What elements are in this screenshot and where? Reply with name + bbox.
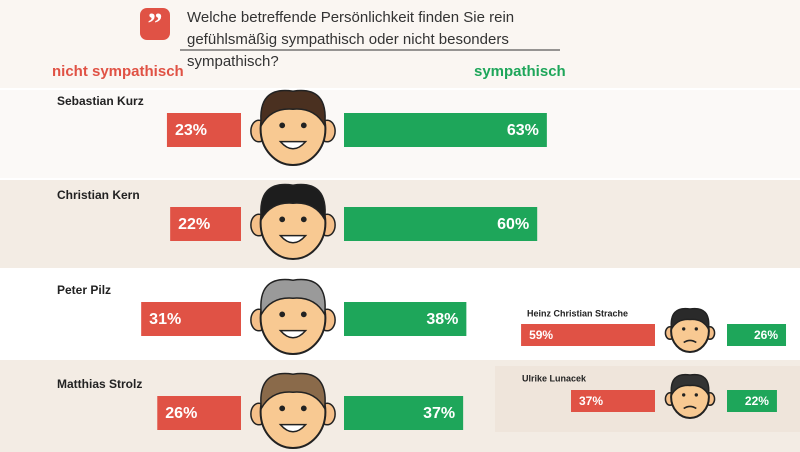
face-mouth xyxy=(278,234,308,244)
face-mouth xyxy=(683,405,697,410)
bar xyxy=(727,390,777,412)
face-eye xyxy=(300,405,307,412)
category-label: Sebastian Kurz xyxy=(57,94,144,108)
face-hair xyxy=(260,183,326,222)
bar xyxy=(344,207,538,241)
bar xyxy=(521,324,655,346)
face-hair xyxy=(670,307,710,332)
face-eye xyxy=(694,393,698,397)
category-label: Matthias Strolz xyxy=(57,377,142,391)
face-eye xyxy=(279,122,286,129)
bar xyxy=(157,396,241,430)
bar xyxy=(727,324,787,346)
value-label: 31% xyxy=(149,311,181,328)
value-label: 26% xyxy=(754,328,778,342)
face-eye xyxy=(300,122,307,129)
value-label: 23% xyxy=(175,122,207,139)
value-label: 60% xyxy=(497,216,529,233)
bar xyxy=(344,113,547,147)
value-label: 63% xyxy=(507,122,539,139)
value-label: 38% xyxy=(426,311,458,328)
bar xyxy=(571,390,655,412)
category-label: Christian Kern xyxy=(57,188,140,202)
value-label: 22% xyxy=(745,394,769,408)
face-eye xyxy=(300,311,307,318)
legend-label: sympathisch xyxy=(474,63,566,80)
legend-label: nicht sympathisch xyxy=(52,63,184,80)
value-label: 59% xyxy=(529,328,553,342)
face-hair xyxy=(260,372,326,411)
face-eye xyxy=(300,216,307,223)
value-label: 37% xyxy=(423,405,455,422)
face-hair xyxy=(260,278,326,317)
bar xyxy=(141,302,241,336)
bar xyxy=(170,207,241,241)
face-mouth xyxy=(278,140,308,150)
quote-icon xyxy=(140,8,170,40)
face-mouth xyxy=(683,339,697,344)
chart-title: Welche betreffende Persönlichkeit finden… xyxy=(187,9,515,70)
face-eye xyxy=(682,393,686,397)
face-hair xyxy=(260,89,326,128)
face-eye xyxy=(682,327,686,331)
bar xyxy=(344,302,467,336)
value-label: 22% xyxy=(178,216,210,233)
category-label: Peter Pilz xyxy=(57,283,111,297)
bar xyxy=(166,113,241,147)
header-bg xyxy=(0,0,800,88)
face-mouth xyxy=(278,423,308,433)
value-label: 37% xyxy=(579,394,603,408)
face-eye xyxy=(279,311,286,318)
quote-mark: ” xyxy=(148,7,163,40)
category-label: Heinz Christian Strache xyxy=(527,308,628,318)
face-mouth xyxy=(278,329,308,339)
face-eye xyxy=(279,405,286,412)
face-eye xyxy=(694,327,698,331)
category-label: Ulrike Lunacek xyxy=(522,373,587,383)
value-label: 26% xyxy=(165,405,197,422)
face-eye xyxy=(279,216,286,223)
face-hair xyxy=(670,373,710,398)
bar xyxy=(344,396,464,430)
